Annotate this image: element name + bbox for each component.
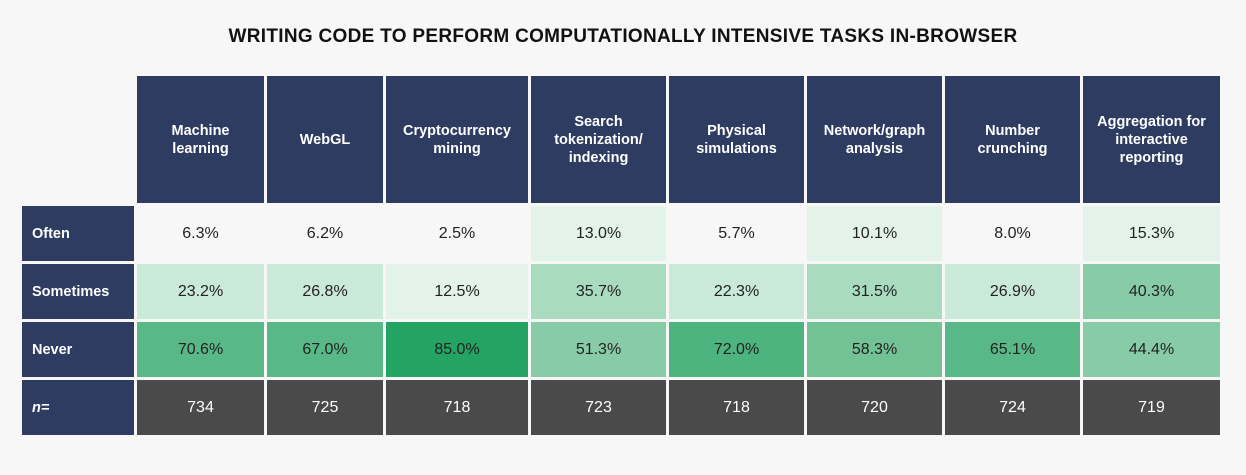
count-cell: 725	[267, 380, 383, 435]
column-header: WebGL	[267, 76, 383, 203]
count-cell: 718	[386, 380, 528, 435]
percent-cell: 51.3%	[531, 322, 666, 377]
percent-cell: 67.0%	[267, 322, 383, 377]
percent-cell: 23.2%	[137, 264, 264, 319]
column-header: Search tokenization/ indexing	[531, 76, 666, 203]
row-header: Often	[22, 206, 134, 261]
percent-cell: 65.1%	[945, 322, 1080, 377]
percent-cell: 26.8%	[267, 264, 383, 319]
percent-cell: 2.5%	[386, 206, 528, 261]
count-cell: 719	[1083, 380, 1220, 435]
percent-cell: 22.3%	[669, 264, 804, 319]
percent-cell: 8.0%	[945, 206, 1080, 261]
count-cell: 718	[669, 380, 804, 435]
row-header: n=	[22, 380, 134, 435]
chart-title: WRITING CODE TO PERFORM COMPUTATIONALLY …	[228, 26, 1018, 47]
percent-cell: 70.6%	[137, 322, 264, 377]
column-header: Physical simulations	[669, 76, 804, 203]
column-header: Machine learning	[137, 76, 264, 203]
percent-cell: 6.3%	[137, 206, 264, 261]
percent-cell: 72.0%	[669, 322, 804, 377]
percent-cell: 35.7%	[531, 264, 666, 319]
percent-cell: 12.5%	[386, 264, 528, 319]
data-table: Machine learning WebGL Cryptocurrency mini…	[22, 76, 1220, 435]
column-header: Number crunching	[945, 76, 1080, 203]
percent-cell: 40.3%	[1083, 264, 1220, 319]
percent-cell: 15.3%	[1083, 206, 1220, 261]
percent-cell: 31.5%	[807, 264, 942, 319]
column-header: Network/graph analysis	[807, 76, 942, 203]
percent-cell: 26.9%	[945, 264, 1080, 319]
percent-cell: 6.2%	[267, 206, 383, 261]
column-header: Cryptocurrency mining	[386, 76, 528, 203]
row-header: Never	[22, 322, 134, 377]
percent-cell: 13.0%	[531, 206, 666, 261]
percent-cell: 85.0%	[386, 322, 528, 377]
count-cell: 734	[137, 380, 264, 435]
corner-blank	[22, 76, 134, 203]
column-header: Aggregation for interactive reporting	[1083, 76, 1220, 203]
row-header: Sometimes	[22, 264, 134, 319]
percent-cell: 58.3%	[807, 322, 942, 377]
percent-cell: 5.7%	[669, 206, 804, 261]
count-cell: 723	[531, 380, 666, 435]
count-cell: 724	[945, 380, 1080, 435]
percent-cell: 44.4%	[1083, 322, 1220, 377]
count-cell: 720	[807, 380, 942, 435]
percent-cell: 10.1%	[807, 206, 942, 261]
